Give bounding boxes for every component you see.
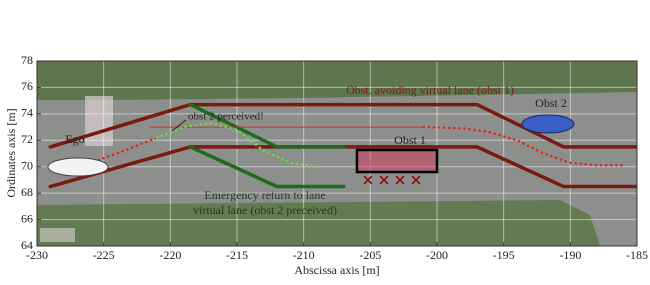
annotation: virtual lane (obst 2 preceived) <box>193 203 337 217</box>
page: {"chart_data": {"type": "line", "xlabel"… <box>0 0 650 280</box>
ego-car <box>48 158 108 176</box>
annotation: Obst 1 <box>394 133 426 147</box>
y-tick-label: 78 <box>21 53 33 67</box>
annotation: Ego <box>65 132 84 146</box>
crosswalk <box>40 228 75 242</box>
y-tick-label: 76 <box>21 79 33 93</box>
x-axis-label: Abscissa axis [m] <box>294 263 379 277</box>
x-tick-label: -220 <box>159 248 181 262</box>
chart: Abscissa axis [m] Ordinates axis [m] -23… <box>0 0 650 280</box>
annotation: obst 2 perceived! <box>188 111 264 123</box>
annotation: Obst 2 <box>535 96 567 110</box>
crosswalk <box>85 96 113 146</box>
y-tick-label: 72 <box>21 132 33 146</box>
y-tick-label: 70 <box>21 158 33 172</box>
x-tick-label: -190 <box>559 248 581 262</box>
x-tick-label: -205 <box>359 248 381 262</box>
x-tick-label: -215 <box>226 248 248 262</box>
annotation: Emergency return to lane <box>204 188 325 202</box>
y-tick-label: 66 <box>21 211 33 225</box>
y-tick-label: 68 <box>21 185 33 199</box>
x-tick-label: -225 <box>93 248 115 262</box>
y-tick-label: 74 <box>21 106 33 120</box>
y-axis-label: Ordinates axis [m] <box>4 108 18 197</box>
x-tick-label: -210 <box>293 248 315 262</box>
x-tick-label: -200 <box>426 248 448 262</box>
x-tick-label: -185 <box>626 248 648 262</box>
annotation: Obst. avoiding virtual lane (obst 1) <box>346 83 514 97</box>
y-tick-label: 64 <box>21 238 33 252</box>
obst1-box <box>357 150 437 172</box>
x-tick-label: -195 <box>493 248 515 262</box>
obst2-car <box>522 115 574 133</box>
